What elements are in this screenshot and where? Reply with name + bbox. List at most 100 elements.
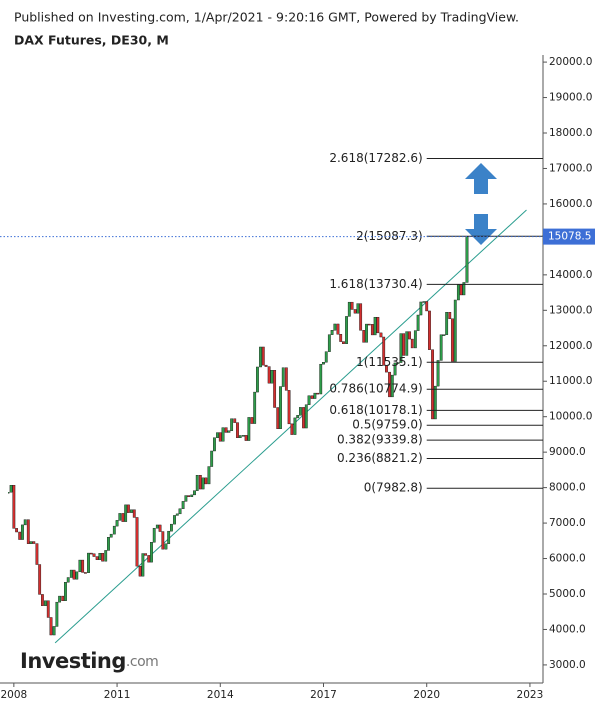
logo: Investing.com [20,649,158,673]
y-tick-label: 4000.0 [549,623,586,635]
y-tick-label: 6000.0 [549,553,586,565]
candle [413,330,417,349]
candle [373,316,377,336]
candle [164,543,168,550]
candle [256,366,259,393]
candle [35,543,39,565]
candle [293,417,297,435]
fib-label: 2.618(17282.6) [329,151,422,165]
candle [313,392,317,399]
current-price-box [543,228,595,245]
candle [12,485,16,529]
candle [46,600,50,618]
candle [227,430,231,433]
candle [425,301,429,312]
candle [324,351,328,363]
candle [141,553,145,577]
y-tick-label: 16000.0 [549,198,592,210]
candle [61,595,65,601]
candle [155,524,159,529]
candle [405,331,409,356]
candle [316,392,320,395]
candle [281,367,285,387]
candle [448,312,452,319]
candle [287,390,291,425]
candle [261,346,265,366]
candle [370,324,374,336]
candle [78,559,82,573]
candle [462,282,466,296]
candle [41,594,44,606]
candle [15,528,19,533]
candle [95,556,99,560]
y-tick-label: 11000.0 [549,375,592,387]
candle [376,316,380,334]
candle [23,519,27,526]
candle [428,310,431,350]
candle [216,432,219,438]
candle [178,508,182,515]
candle [236,422,239,438]
candle [21,524,24,540]
x-tick-label: 2008 [0,689,27,701]
candle [109,533,113,538]
candle [385,365,388,373]
candle [38,564,42,595]
candle [32,541,36,544]
candle [347,301,351,317]
x-tick-label: 2017 [310,689,337,701]
fib-label: 0.786(10774.9) [329,382,422,396]
logo-main: Investing [20,649,126,673]
candle [442,334,446,336]
candle [327,334,331,352]
candle [218,432,222,442]
fib-label: 2(15087.3) [356,229,423,243]
candle [81,559,85,573]
candle [132,509,136,518]
candle [9,485,13,493]
candle [362,330,366,343]
candle [184,495,188,502]
candle [49,617,53,636]
y-tick-label: 5000.0 [549,588,586,600]
candle [299,407,302,416]
candle [416,314,420,331]
candle [64,582,67,601]
candle [408,331,411,340]
candle [190,494,194,497]
candle [204,477,208,485]
candle [279,386,282,429]
candle [459,284,463,296]
candle [69,569,73,578]
candle [399,333,403,363]
candle [439,334,443,361]
candle [330,330,334,335]
candle [124,504,128,522]
candle [367,323,371,326]
candle [284,367,288,391]
candle [210,450,214,467]
candle [144,553,148,556]
candle [253,391,257,424]
candle [170,523,173,532]
candle [72,569,76,580]
fib-label: 0.236(8821.2) [337,451,423,465]
candle [101,553,105,562]
candle [359,303,363,331]
y-tick-label: 13000.0 [549,304,592,316]
candle [161,531,165,550]
candle [127,504,130,513]
candle [296,415,300,419]
candle [453,299,457,362]
x-tick-label: 2011 [104,689,131,701]
candle [26,519,30,544]
candle [115,520,119,527]
candle [130,509,133,513]
candle [342,341,345,344]
fib-label: 0.5(9759.0) [352,418,422,432]
candle [221,427,225,442]
candle [336,323,340,335]
candle [304,404,308,429]
candle [465,236,469,283]
candle [419,301,423,316]
